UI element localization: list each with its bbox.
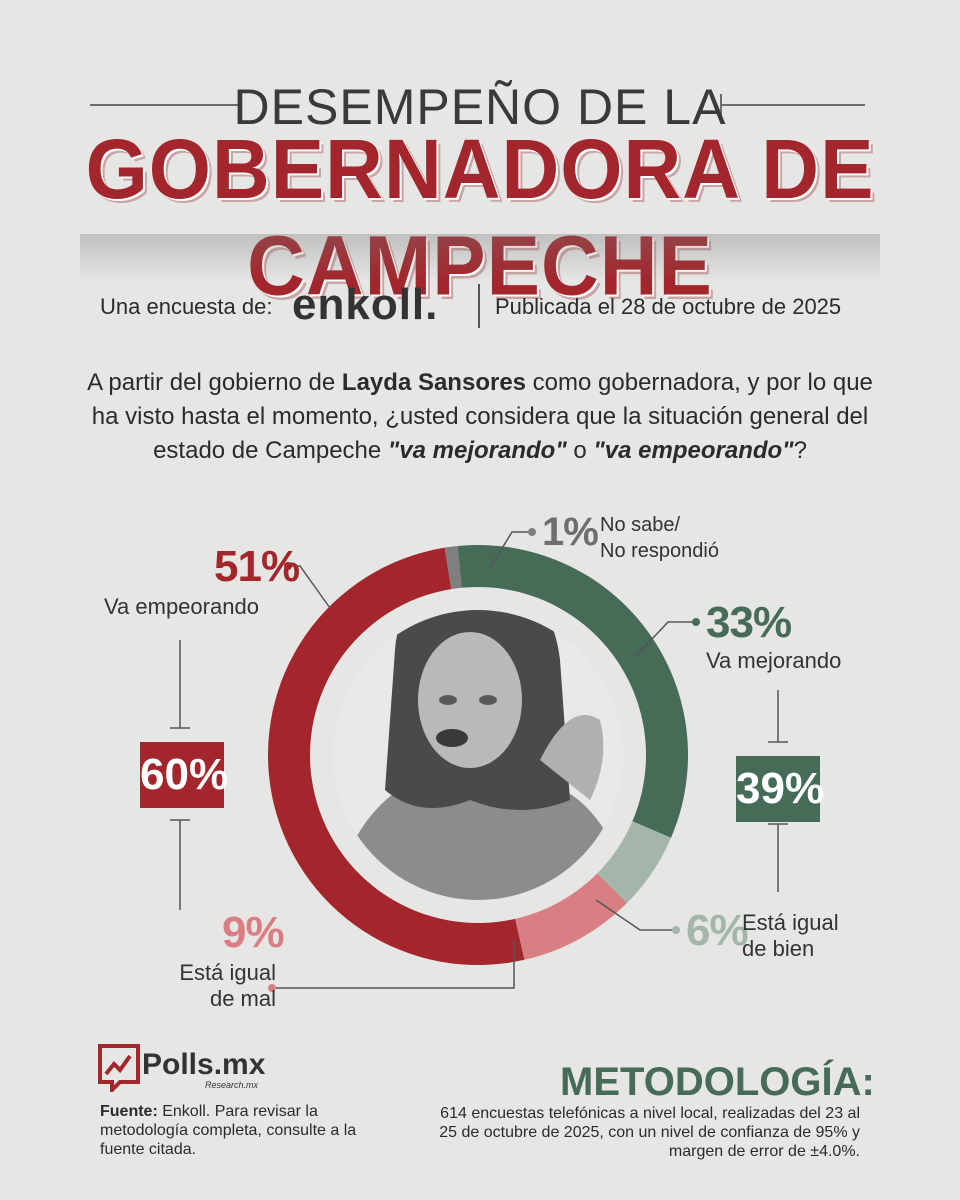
question-option-1: "va mejorando" <box>387 437 567 464</box>
question-part-3: o <box>566 437 594 464</box>
question-part-4: ? <box>793 437 807 464</box>
source-note: Fuente: Enkoll. Para revisar la metodolo… <box>100 1102 400 1159</box>
polls-logo-text: Polls.mx <box>142 1048 266 1081</box>
encuesta-label: Una encuesta de: <box>100 294 273 319</box>
pct-va-empeorando: 51% <box>214 542 300 591</box>
label-igual-bien-line-2: de bien <box>742 936 815 961</box>
pct-no-sabe: 1% <box>542 510 599 554</box>
label-va-mejorando: Va mejorando <box>706 648 842 673</box>
label-no-sabe: No sabe/No respondió <box>600 512 719 564</box>
donut-slices <box>268 545 688 965</box>
connector-lines <box>170 531 788 989</box>
group-total-positive: 39% <box>736 756 824 822</box>
title-line-2: GOBERNADORA DE CAMPECHE <box>85 122 875 312</box>
title-line-1: DESEMPEÑO DE LA <box>233 79 727 135</box>
pct-igual-mal: 9% <box>222 908 285 957</box>
label-no-sabe-line-1: No sabe/ <box>600 514 681 536</box>
pct-va-mejorando: 33% <box>706 598 792 647</box>
title-rule-left-end <box>240 94 242 116</box>
donut-slice-0 <box>444 545 462 590</box>
question-option-2: "va empeorando" <box>593 437 794 464</box>
donut-slice-3 <box>515 873 627 960</box>
label-igual-mal: Está igual de mal <box>166 960 276 1012</box>
label-no-sabe-line-2: No respondió <box>600 540 719 562</box>
donut-slice-4 <box>268 547 525 965</box>
polls-logo-icon <box>98 1044 140 1092</box>
donut-slice-2 <box>597 821 671 904</box>
polls-logo-subtext: Research.mx <box>205 1080 259 1090</box>
methodology-title: METODOLOGÍA: <box>560 1060 875 1104</box>
label-igual-mal-line-1: Está igual <box>179 960 276 985</box>
source-note-text: Enkoll. Para revisar la metodología comp… <box>100 1103 357 1158</box>
source-note-label: Fuente: <box>100 1103 158 1120</box>
label-igual-bien-line-1: Está igual <box>742 910 839 935</box>
question-part-1: A partir del gobierno de <box>87 369 342 396</box>
source-separator <box>478 284 480 328</box>
pct-igual-bien: 6% <box>686 906 749 955</box>
label-igual-mal-line-2: de mal <box>209 986 276 1011</box>
question-name: Layda Sansores <box>341 369 527 396</box>
brand-logo: enkoll. <box>292 280 439 329</box>
label-igual-bien: Está igual de bien <box>742 910 839 962</box>
donut-slice-1 <box>457 545 688 838</box>
methodology-text: 614 encuestas telefónicas a nivel local,… <box>439 1105 860 1160</box>
label-va-empeorando: Va empeorando <box>104 594 259 619</box>
governor-portrait <box>328 605 628 905</box>
question-part-2: como gobernadora, y por lo que ha visto … <box>91 369 873 464</box>
survey-question: A partir del gobierno de Layda Sansores … <box>80 366 880 468</box>
title-rule-right-end <box>720 94 722 116</box>
published-date: Publicada el 28 de octubre de 2025 <box>495 294 842 319</box>
title-rule-right <box>720 104 865 106</box>
title-rule-left <box>90 104 240 106</box>
connector-dots <box>268 528 700 992</box>
group-total-negative: 60% <box>140 742 228 808</box>
header-shadow <box>80 234 880 282</box>
